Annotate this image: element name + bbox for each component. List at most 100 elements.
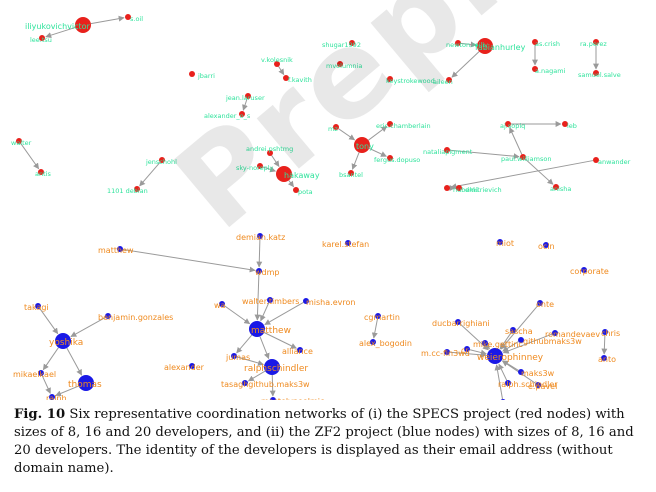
node-label-z38: onte xyxy=(536,300,554,309)
node-z36 xyxy=(602,329,608,335)
node-label-z34: e.pavel xyxy=(528,382,557,391)
node-label-z21: ralphschindler xyxy=(244,364,308,374)
node-label-s28: aileen xyxy=(433,78,453,86)
node-label-s27: as.crish xyxy=(535,40,560,48)
edge-s1-s3 xyxy=(90,15,125,25)
node-z9 xyxy=(105,313,111,319)
edge-z36-z37 xyxy=(601,334,608,355)
node-label-z32: ralph.schindler xyxy=(498,380,558,389)
edge-s17-s18 xyxy=(262,166,277,173)
node-s25 xyxy=(455,40,461,46)
edge-s16-s18 xyxy=(271,155,280,168)
edge-s26-s28 xyxy=(451,51,480,78)
node-label-z5: miot xyxy=(496,239,514,248)
edge-s5-s6 xyxy=(278,66,285,76)
node-z23 xyxy=(270,397,276,400)
node-label-z17: misha.evron xyxy=(306,298,355,307)
node-z31 xyxy=(518,337,524,343)
node-label-z22: tasaghgithub.maks3w xyxy=(221,380,310,389)
node-s29 xyxy=(532,66,538,72)
edge-z15-z18 xyxy=(224,305,251,325)
edge-z9-z10 xyxy=(70,317,106,338)
node-s35 xyxy=(505,121,511,127)
node-s2 xyxy=(39,35,45,41)
figure-caption: Fig. 10 Six representative coordination … xyxy=(14,406,644,478)
edge-z28-z40 xyxy=(483,342,490,350)
node-label-s8: mvolumnia xyxy=(326,62,362,70)
node-label-s6: f.kavith xyxy=(288,76,312,84)
edge-s33-s35 xyxy=(509,127,523,155)
node-s18 xyxy=(276,166,292,182)
node-label-s20: tony xyxy=(356,142,374,151)
node-s27 xyxy=(532,39,538,45)
caption-text: Six representative coordination networks… xyxy=(14,407,634,476)
node-z12 xyxy=(78,375,94,391)
node-label-s22: fergus.dopuso xyxy=(374,156,420,164)
node-label-z39: cr xyxy=(461,346,469,355)
node-z29 xyxy=(510,327,516,333)
node-s8 xyxy=(337,61,343,67)
edge-z17-z18 xyxy=(264,302,304,325)
edge-z31-z40 xyxy=(502,341,519,352)
node-s10 xyxy=(245,93,251,99)
node-s19 xyxy=(293,187,299,193)
node-z11 xyxy=(38,370,44,376)
node-label-s17: sky-noreply xyxy=(236,164,274,172)
edge-s18-s19 xyxy=(287,180,295,188)
node-z1 xyxy=(117,246,123,252)
edge-z4-z18 xyxy=(254,273,261,321)
node-label-z28: mike.gettinc xyxy=(473,340,523,349)
node-label-s2: lee.tsu xyxy=(30,36,52,44)
node-z25 xyxy=(370,339,376,345)
edge-z8-z10 xyxy=(39,308,59,335)
node-label-s32: nataliapigment xyxy=(423,148,473,156)
edge-s20-s21 xyxy=(368,126,388,141)
edge-z27-z40 xyxy=(449,351,487,358)
node-z17 xyxy=(303,298,309,304)
edge-z18-z19 xyxy=(263,332,297,349)
node-z2 xyxy=(257,233,263,239)
node-s15 xyxy=(134,186,140,192)
node-label-s38: nubekki xyxy=(453,186,479,194)
edge-z1-z4 xyxy=(122,248,256,273)
node-label-z10: yoshika xyxy=(49,338,83,348)
node-s6 xyxy=(283,75,289,81)
node-s30 xyxy=(593,39,599,45)
edge-s14-s15 xyxy=(139,161,161,187)
node-label-z19: alliance xyxy=(282,347,313,356)
node-label-z31: githubmaks3w xyxy=(523,337,582,346)
edge-z24-z25 xyxy=(371,318,378,339)
node-z20 xyxy=(231,353,237,359)
node-label-z23: mastelypoolmic xyxy=(261,397,324,400)
node-label-z11: mikaelkael xyxy=(13,370,56,379)
node-label-z26: ducbarrighiani xyxy=(432,319,490,328)
node-s9 xyxy=(387,76,393,82)
node-label-z1: matthew xyxy=(98,246,134,255)
edge-s10-s11 xyxy=(242,98,248,111)
node-label-s25: newton.reilly xyxy=(446,41,488,49)
node-label-s15: 1101 debian xyxy=(107,187,148,195)
node-z35 xyxy=(518,369,524,375)
node-z18 xyxy=(249,321,265,337)
label-layer: iliyukovichvictor lee.tsu s.oil jbarri v.kol… xyxy=(11,15,631,400)
node-label-z7: corporate xyxy=(570,267,609,276)
node-label-z40: weierophinney xyxy=(477,353,544,363)
node-s37 xyxy=(593,157,599,163)
figure-label: Fig. 10 xyxy=(14,407,66,422)
node-label-s3: s.oil xyxy=(130,15,143,23)
node-label-z4: wdmp xyxy=(255,268,280,277)
node-s28 xyxy=(446,77,452,83)
node-s4 xyxy=(189,71,195,77)
node-z15 xyxy=(219,301,225,307)
node-label-s14: jenschohl xyxy=(145,158,177,166)
node-label-z8: takagi xyxy=(24,303,49,312)
edge-z18-z21 xyxy=(259,336,270,360)
node-label-z29: sascha xyxy=(505,327,533,336)
node-s38 xyxy=(444,185,450,191)
node-s21 xyxy=(387,121,393,127)
node-z7 xyxy=(581,267,587,273)
node-label-s34: anisha xyxy=(550,185,571,193)
node-z14 xyxy=(189,363,195,369)
node-label-z36: chris xyxy=(601,329,620,338)
